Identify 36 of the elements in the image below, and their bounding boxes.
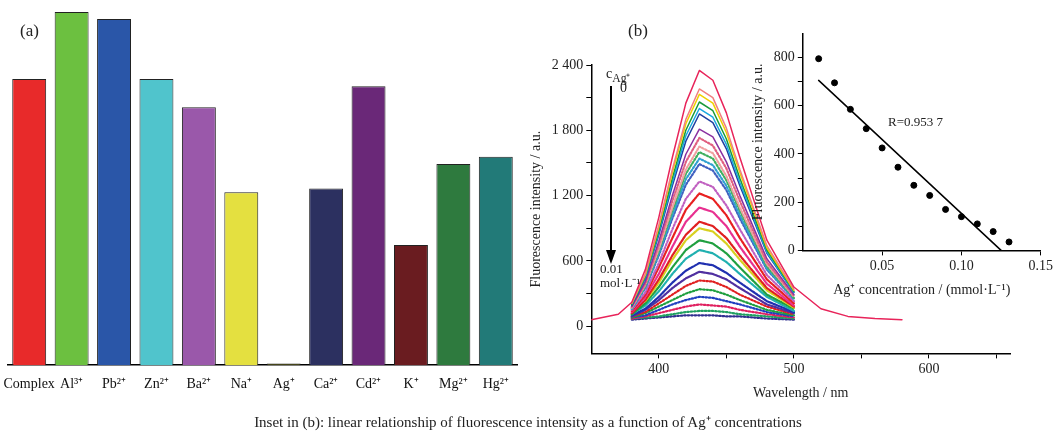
annotation: 0.01 mol·L⁻¹ [600,261,642,291]
y-tick-label: 800 [773,49,795,65]
x-tick-label: Zn²⁺ [144,376,169,392]
y-tick-label: 600 [773,97,795,113]
x-tick-label: Ba²⁺ [186,376,212,392]
x-axis-title: Ag⁺ concentration / (mmol·L⁻¹) [833,282,1011,299]
x-tick-label: 0.10 [949,258,974,274]
x-tick-label: 0.05 [869,258,895,274]
y-tick-label: 2 400 [551,56,584,72]
y-axis-title: Fluorescence intensity / a.u. [528,130,544,288]
annotation: R=0.953 7 [888,114,944,130]
x-axis-title: Wavelength / nm [753,385,849,401]
x-tick-label: Ag⁺ [272,376,295,392]
x-tick-label: Cd²⁺ [355,376,382,392]
y-tick-label: 200 [773,193,795,209]
y-tick-label: 0 [787,242,795,258]
y-tick-label: 400 [773,145,795,161]
x-tick-label: Mg²⁺ [439,376,468,392]
text: (b) [628,21,648,41]
y-axis-title: Fluorescence intensity / a.u. [750,63,766,221]
x-tick-label: Pb²⁺ [102,376,127,392]
x-tick-label: 400 [648,361,670,377]
y-tick-label: 1 800 [551,121,584,137]
annotation: (a) [20,21,39,41]
x-tick-label: 600 [918,361,940,377]
x-tick-label: Ca²⁺ [313,376,339,392]
x-tick-label: Complex [3,376,55,392]
x-tick-label: 0.15 [1028,258,1053,274]
x-tick-label: Na⁺ [230,376,252,392]
y-tick-label: 0 [576,317,584,333]
y-tick-label: 1 200 [551,187,584,203]
x-tick-label: Al³⁺ [60,376,84,392]
x-tick-label: Hg²⁺ [482,376,509,392]
x-tick-label: K⁺ [403,376,419,392]
x-tick-label: 500 [783,361,805,377]
text: Inset in (b): linear relationship of fluorescence intensity as a function of Ag⁺ concentrations [253,414,803,431]
